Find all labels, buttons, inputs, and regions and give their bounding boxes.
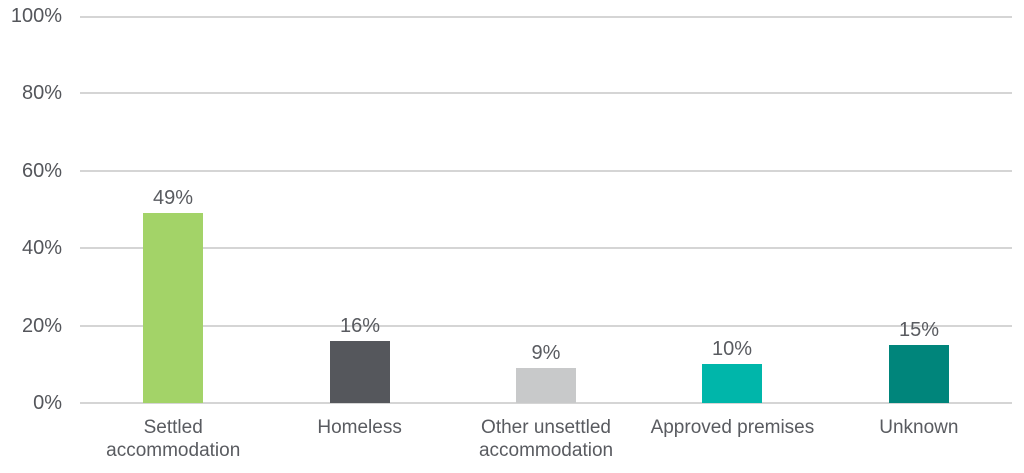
bar-value-label: 10% bbox=[711, 338, 753, 360]
x-category-label: Approved premises bbox=[650, 417, 815, 438]
bar-3 bbox=[702, 364, 762, 403]
bar-value-label: 9% bbox=[531, 342, 561, 364]
gridline-40 bbox=[80, 247, 1012, 249]
x-category-label: Settled accommodation bbox=[106, 417, 241, 461]
x-category-label: Other unsettled accommodation bbox=[478, 417, 614, 461]
bar-value-label: 16% bbox=[339, 315, 381, 337]
bar-2 bbox=[516, 368, 576, 403]
x-axis: Settled accommodation Homeless Other unset… bbox=[80, 416, 1012, 462]
gridline-80 bbox=[80, 92, 1012, 94]
y-tick-label: 0% bbox=[33, 392, 62, 414]
y-tick-label: 80% bbox=[21, 82, 62, 104]
y-tick-label: 40% bbox=[21, 237, 62, 259]
x-category-label: Unknown bbox=[879, 417, 959, 438]
y-tick-label: 100% bbox=[10, 5, 62, 27]
bar-value-label: 49% bbox=[152, 187, 194, 209]
gridline-100 bbox=[80, 16, 1012, 18]
x-category-label: Homeless bbox=[317, 417, 402, 438]
gridline-60 bbox=[80, 170, 1012, 172]
bar-0 bbox=[143, 213, 203, 403]
y-tick-label: 60% bbox=[21, 160, 62, 182]
bar-1 bbox=[330, 341, 390, 403]
y-tick-label: 20% bbox=[21, 315, 62, 337]
plot-area: 49% 16% 9% 10% 15% bbox=[80, 16, 1012, 404]
bar-4 bbox=[889, 345, 949, 403]
bar-value-label: 15% bbox=[898, 319, 940, 341]
gridline-0 bbox=[80, 402, 1012, 404]
gridline-20 bbox=[80, 325, 1012, 327]
